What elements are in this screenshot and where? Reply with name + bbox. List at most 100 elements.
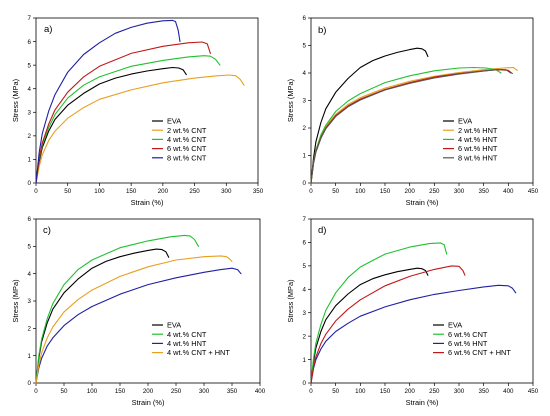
series-line-4 bbox=[35, 255, 233, 384]
series-line-3 bbox=[35, 267, 242, 384]
y-tick-label: 4 bbox=[303, 70, 307, 77]
legend-label: EVA bbox=[458, 117, 472, 126]
y-tick-label: 4 bbox=[28, 271, 32, 278]
series-line-3 bbox=[310, 66, 502, 184]
series-line-1 bbox=[35, 248, 170, 384]
y-tick-label: 3 bbox=[303, 310, 307, 317]
x-tick-label: 150 bbox=[380, 188, 391, 195]
x-tick-label: 350 bbox=[479, 188, 490, 195]
legend-label: 8 wt.% CNT bbox=[167, 153, 207, 162]
y-tick-label: 0 bbox=[303, 180, 307, 187]
legend-label: 6 wt.% HNT bbox=[458, 144, 498, 153]
y-tick-label: 0 bbox=[28, 180, 32, 187]
legend-label: 6 wt.% CNT bbox=[167, 144, 207, 153]
y-tick-label: 4 bbox=[28, 86, 32, 93]
y-tick-label: 1 bbox=[28, 157, 32, 164]
y-tick-label: 2 bbox=[28, 133, 32, 140]
series-line-4 bbox=[310, 265, 466, 384]
y-tick-label: 3 bbox=[28, 298, 32, 305]
legend-label: 2 wt.% HNT bbox=[458, 126, 498, 135]
x-tick-label: 200 bbox=[405, 188, 416, 195]
y-tick-label: 1 bbox=[303, 153, 307, 160]
x-tick-label: 300 bbox=[454, 188, 465, 195]
x-tick-label: 100 bbox=[355, 388, 366, 395]
y-tick-label: 0 bbox=[303, 380, 307, 387]
series-line-4 bbox=[35, 41, 211, 184]
x-tick-label: 50 bbox=[332, 388, 339, 395]
x-tick-label: 250 bbox=[429, 188, 440, 195]
legend-label: 4 wt.% CNT bbox=[167, 135, 207, 144]
x-tick-label: 50 bbox=[332, 188, 339, 195]
y-tick-label: 5 bbox=[28, 62, 32, 69]
x-tick-label: 0 bbox=[34, 388, 38, 395]
x-tick-label: 300 bbox=[454, 388, 465, 395]
x-tick-label: 350 bbox=[479, 388, 490, 395]
x-tick-label: 300 bbox=[221, 188, 232, 195]
x-tick-label: 250 bbox=[171, 388, 182, 395]
x-tick-label: 150 bbox=[126, 188, 137, 195]
y-tick-label: 2 bbox=[303, 333, 307, 340]
legend-label: 4 wt.% CNT + HNT bbox=[167, 348, 230, 357]
chart-panel-1: 0 50 100 150 200 250 300 350 0 1 2 3 4 5 6 7 Strain (%) S… bbox=[11, 15, 264, 207]
chart-panel-3: 0 50 100 150 200 250 300 350 400 0 1 2 3 4 5 6 Strain (%… bbox=[11, 216, 266, 407]
x-tick-label: 200 bbox=[405, 388, 416, 395]
series-line-1 bbox=[310, 267, 429, 384]
y-tick-label: 6 bbox=[303, 15, 307, 22]
x-tick-label: 0 bbox=[34, 188, 38, 195]
x-tick-label: 50 bbox=[61, 388, 68, 395]
x-tick-label: 400 bbox=[503, 188, 514, 195]
y-tick-label: 2 bbox=[303, 125, 307, 132]
legend-label: EVA bbox=[167, 117, 181, 126]
x-tick-label: 150 bbox=[380, 388, 391, 395]
x-tick-label: 0 bbox=[309, 388, 313, 395]
x-tick-label: 250 bbox=[189, 188, 200, 195]
legend-label: EVA bbox=[448, 321, 462, 330]
x-tick-label: 200 bbox=[158, 188, 169, 195]
x-tick-label: 250 bbox=[429, 388, 440, 395]
y-axis-title: Stress (MPa) bbox=[286, 279, 295, 322]
series-line-2 bbox=[35, 234, 199, 384]
series-line-3 bbox=[35, 55, 221, 184]
x-tick-label: 450 bbox=[528, 188, 539, 195]
x-axis-title: Strain (%) bbox=[406, 398, 439, 407]
x-axis-title: Strain (%) bbox=[131, 198, 164, 207]
y-tick-label: 2 bbox=[28, 326, 32, 333]
x-tick-label: 200 bbox=[143, 388, 154, 395]
series-line-3 bbox=[310, 284, 517, 384]
y-tick-label: 5 bbox=[28, 244, 32, 251]
x-tick-label: 100 bbox=[87, 388, 98, 395]
y-tick-label: 3 bbox=[28, 109, 32, 116]
x-tick-label: 100 bbox=[355, 188, 366, 195]
y-tick-label: 6 bbox=[303, 240, 307, 247]
x-tick-label: 450 bbox=[528, 388, 539, 395]
panel-label: c) bbox=[43, 225, 51, 236]
x-tick-label: 100 bbox=[94, 188, 105, 195]
y-tick-label: 0 bbox=[28, 380, 32, 387]
x-tick-label: 350 bbox=[227, 388, 238, 395]
x-axis-title: Strain (%) bbox=[132, 398, 165, 407]
legend-label: 6 wt.% CNT bbox=[448, 330, 488, 339]
legend-label: 6 wt.% HNT bbox=[448, 339, 488, 348]
y-tick-label: 6 bbox=[28, 39, 32, 46]
chart-panel-2: 0 50 100 150 200 250 300 350 400 450 0 1 2 3 4 5 6 Strain… bbox=[286, 15, 539, 207]
series-line-5 bbox=[35, 19, 181, 184]
legend-label: 2 wt.% CNT bbox=[167, 126, 207, 135]
panel-label: b) bbox=[318, 25, 326, 36]
chart-panel-4: 0 50 100 150 200 250 300 350 400 450 0 1 2 3 4 5 6 7 Strai… bbox=[286, 216, 539, 407]
y-tick-label: 7 bbox=[28, 15, 32, 22]
y-tick-label: 6 bbox=[28, 216, 32, 223]
y-axis-title: Stress (MPa) bbox=[11, 79, 20, 122]
legend-label: 6 wt.% CNT + HNT bbox=[448, 348, 511, 357]
y-axis-title: Stress (MPa) bbox=[11, 279, 20, 322]
legend-label: 8 wt.% HNT bbox=[458, 153, 498, 162]
y-tick-label: 5 bbox=[303, 43, 307, 50]
legend-label: 4 wt.% HNT bbox=[458, 135, 498, 144]
y-tick-label: 1 bbox=[28, 353, 32, 360]
series-line-2 bbox=[35, 74, 245, 184]
y-tick-label: 4 bbox=[303, 286, 307, 293]
legend-label: 4 wt.% CNT bbox=[167, 330, 207, 339]
